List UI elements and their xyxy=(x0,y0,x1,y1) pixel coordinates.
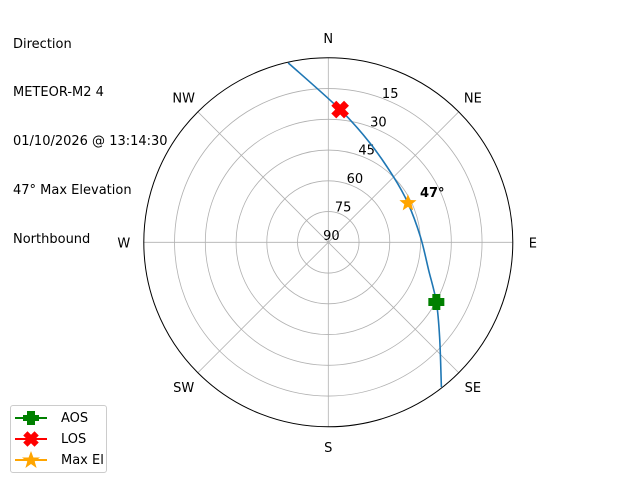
grid-spoke-sw xyxy=(197,242,329,374)
los-legend-icon xyxy=(15,431,47,447)
legend-item-aos: AOS xyxy=(11,408,88,428)
elevation-label-75: 75 xyxy=(335,200,352,215)
direction-label-se: SE xyxy=(465,381,481,396)
legend-item-los: LOS xyxy=(11,429,86,449)
aos-legend-icon xyxy=(15,411,47,425)
chart-title: Direction METEOR-M2 4 01/10/2026 @ 13:14… xyxy=(13,4,168,265)
direction-label-sw: SW xyxy=(173,381,194,396)
elevation-label-90: 90 xyxy=(323,229,340,244)
grid-spoke-nw xyxy=(197,111,329,243)
outer-frame xyxy=(143,57,514,428)
title-line-label: Direction xyxy=(13,36,72,52)
legend-label-max-el: Max El xyxy=(61,452,104,468)
direction-label-n: N xyxy=(323,32,333,47)
legend-label-aos: AOS xyxy=(61,410,89,426)
direction-label-nw: NW xyxy=(172,92,195,107)
title-line-datetime: 01/10/2026 @ 13:14:30 xyxy=(13,134,168,150)
max-el-legend-icon xyxy=(15,451,47,468)
direction-label-ne: NE xyxy=(464,92,482,107)
title-line-direction: Northbound xyxy=(13,232,91,248)
aos-marker xyxy=(428,293,445,310)
max-elevation-annotation: 47° xyxy=(420,186,445,201)
max-el-marker xyxy=(399,194,417,211)
legend-item-max-el: Max El xyxy=(11,450,104,470)
direction-label-s: S xyxy=(324,441,332,456)
satellite-path xyxy=(287,62,443,388)
elevation-label-30: 30 xyxy=(370,115,387,130)
legend-label-los: LOS xyxy=(61,431,87,447)
elevation-label-45: 45 xyxy=(358,144,375,159)
los-marker xyxy=(331,100,349,119)
grid-spoke-se xyxy=(328,242,460,374)
elevation-label-60: 60 xyxy=(347,172,364,187)
title-line-satellite: METEOR-M2 4 xyxy=(13,85,104,101)
direction-label-e: E xyxy=(529,236,537,251)
elevation-label-15: 15 xyxy=(382,87,399,102)
title-line-max-elevation: 47° Max Elevation xyxy=(13,183,132,199)
direction-label-w: W xyxy=(117,236,130,251)
legend: AOS LOS Max El xyxy=(10,405,107,473)
